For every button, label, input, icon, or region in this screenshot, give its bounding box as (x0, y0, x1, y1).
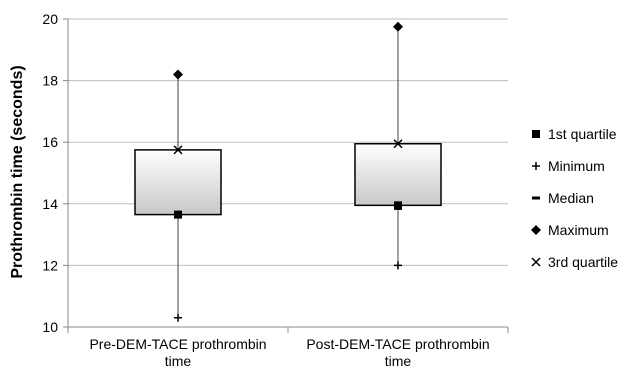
y-tick-label: 16 (42, 134, 58, 150)
y-tick-label: 20 (42, 11, 58, 27)
y-tick-label: 14 (42, 196, 58, 212)
legend: 1st quartile Minimum Median Maximum 3rd quar… (531, 126, 618, 270)
legend-item: Minimum (532, 158, 605, 174)
legend-marker (531, 225, 541, 235)
legend-item: Median (532, 190, 594, 206)
legend-marker (531, 257, 541, 267)
box-2 (354, 21, 442, 270)
legend-marker (532, 130, 540, 138)
third-quartile-marker (173, 145, 183, 155)
category-label: time (385, 353, 412, 369)
box-body (354, 142, 442, 207)
legend-item: 1st quartile (532, 126, 617, 142)
category-label: Post-DEM-TACE prothrombin (306, 336, 489, 352)
maximum-marker (173, 69, 183, 80)
category-labels: Pre-DEM-TACE prothrombintimePost-DEM-TAC… (89, 336, 489, 369)
legend-label: Maximum (548, 222, 609, 238)
legend-marker (532, 162, 540, 170)
legend-marker (532, 196, 540, 200)
category-label: Pre-DEM-TACE prothrombin (89, 336, 266, 352)
axes (63, 18, 509, 333)
y-tick-labels: 10 12 14 16 18 20 (42, 11, 58, 335)
maximum-marker (393, 21, 403, 32)
median-marker (174, 214, 182, 218)
gridlines (68, 18, 508, 328)
box-1 (134, 69, 222, 322)
box-body (134, 149, 222, 216)
minimum-marker (394, 261, 402, 270)
y-tick-label: 12 (42, 257, 58, 273)
y-tick-label: 10 (42, 319, 58, 335)
legend-label: 3rd quartile (548, 254, 618, 270)
boxes (134, 21, 442, 322)
y-axis-label: Prothrombin time (seconds) (9, 65, 26, 278)
first-quartile-marker (394, 201, 402, 210)
third-quartile-marker (393, 139, 403, 149)
legend-label: Median (548, 190, 594, 206)
category-label: time (165, 353, 192, 369)
median-marker (394, 206, 402, 210)
legend-label: Minimum (548, 158, 605, 174)
first-quartile-marker (174, 210, 182, 219)
y-tick-label: 18 (42, 73, 58, 89)
legend-item: Maximum (531, 222, 609, 238)
legend-item: 3rd quartile (531, 254, 618, 270)
minimum-marker (174, 313, 182, 322)
legend-label: 1st quartile (548, 126, 617, 142)
